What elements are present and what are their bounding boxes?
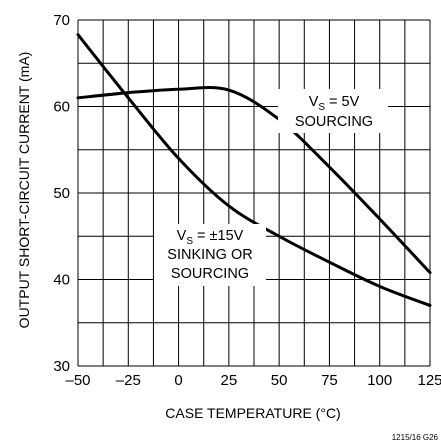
annotation-15v-line3: SOURCING (171, 266, 249, 282)
y-tick-label: 30 (53, 358, 70, 375)
annotation-5v-sourcing: VS = 5V SOURCING (278, 89, 388, 133)
tick-labels: –50 –25 0 25 50 75 100 125 30 40 50 60 70 (53, 12, 441, 389)
x-tick-label: –25 (116, 372, 141, 389)
annotation-15v: VS = ±15V SINKING OR SOURCING (154, 224, 266, 286)
x-axis-label: CASE TEMPERATURE (°C) (165, 405, 340, 421)
x-tick-label: –50 (65, 372, 90, 389)
series-lines (76, 33, 432, 307)
y-tick-label: 40 (53, 272, 70, 289)
annotation-15v-line2: SINKING OR (167, 247, 252, 263)
x-tick-label: 125 (417, 372, 441, 389)
series-line-5v-sourcing (76, 85, 432, 275)
y-axis-label: OUTPUT SHORT-CIRCUIT CURRENT (mA) (16, 52, 32, 329)
annotation-5v-line2: SOURCING (295, 114, 373, 130)
x-tick-label: 25 (221, 372, 238, 389)
series-line-15v-sinking-sourcing (76, 33, 432, 307)
figure-code: 1215/16 G26 (392, 433, 439, 442)
y-tick-label: 60 (53, 99, 70, 116)
x-tick-label: 50 (271, 372, 288, 389)
annotation-5v-line1: VS = 5V (309, 94, 360, 113)
y-tick-label: 70 (53, 12, 70, 29)
x-tick-label: 0 (174, 372, 182, 389)
x-tick-label: 100 (367, 372, 392, 389)
annotation-15v-line1: VS = ±15V (177, 228, 244, 247)
grid (77, 19, 431, 367)
y-tick-label: 50 (53, 185, 70, 202)
x-tick-label: 75 (321, 372, 338, 389)
